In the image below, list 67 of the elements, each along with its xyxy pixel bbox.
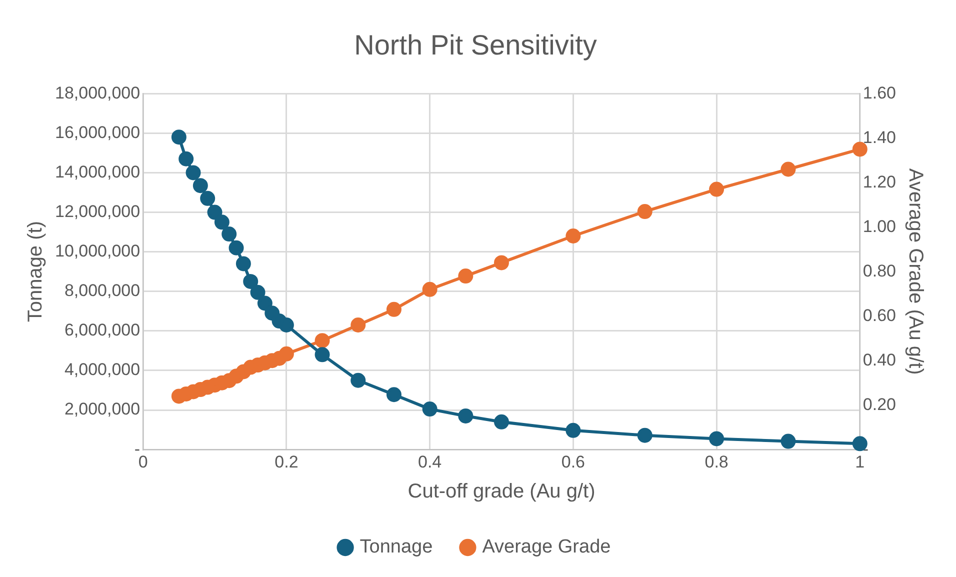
point: [171, 130, 186, 145]
point: [494, 414, 509, 430]
point: [637, 204, 652, 220]
point: [709, 182, 724, 197]
point: [228, 240, 244, 256]
x-tick-label: 0.2: [274, 452, 298, 472]
y-tick-label: 6,000,000: [64, 320, 140, 340]
point: [314, 333, 330, 348]
point: [780, 434, 796, 449]
x-tick-label: 0: [138, 452, 148, 472]
y-tick-label: 16,000,000: [54, 122, 140, 142]
point: [186, 165, 201, 180]
y2-tick-label: 1.00: [862, 216, 896, 236]
y2-tick-label: 0.60: [862, 306, 896, 325]
y2-tick-label: 0.20: [862, 394, 896, 414]
point: [178, 151, 194, 166]
y-tick-label: 8,000,000: [64, 281, 140, 300]
y-tick-label: 12,000,000: [54, 202, 140, 221]
x-axis-title: Cut-off grade (Au g/t): [408, 480, 596, 503]
point: [243, 274, 258, 289]
point: [852, 436, 868, 452]
y2-tick-label: 0.80: [862, 261, 896, 280]
point: [386, 387, 402, 402]
point: [458, 268, 474, 284]
point: [494, 255, 509, 270]
y-tick-label: 2,000,000: [64, 400, 140, 419]
point: [422, 282, 438, 297]
point: [314, 347, 330, 362]
point: [566, 228, 581, 244]
point: [780, 162, 796, 177]
point: [207, 204, 222, 220]
point: [214, 214, 230, 230]
y-axis-title: Tonnage (t): [24, 221, 47, 322]
point: [350, 318, 366, 332]
x-tick-label: 1: [855, 452, 865, 472]
point: [236, 256, 251, 272]
point: [386, 302, 402, 317]
y2-tick-label: 1.20: [862, 172, 896, 192]
point: [278, 346, 294, 362]
point: [278, 318, 294, 332]
y2-axis-title: Average Grade (Au g/t): [904, 168, 926, 375]
y-tick-label: 18,000,000: [54, 83, 140, 102]
y2-tick-label: 0.40: [862, 350, 896, 370]
point: [192, 178, 208, 194]
chart-title: North Pit Sensitivity: [354, 30, 597, 61]
x-tick-label: 0.8: [704, 452, 728, 472]
point: [422, 402, 438, 417]
point: [350, 372, 366, 388]
point: [250, 284, 266, 300]
legend-label: Average Grade: [482, 536, 611, 558]
x-tick-label: 0.4: [418, 452, 442, 472]
point: [257, 296, 272, 311]
point: [458, 408, 474, 424]
point: [709, 431, 724, 446]
legend-label: Tonnage: [360, 536, 433, 558]
point: [637, 428, 652, 443]
point: [200, 190, 216, 206]
y-tick-label: 10,000,000: [54, 242, 140, 261]
point: [852, 142, 868, 157]
y2-tick-label: 1.40: [862, 128, 896, 147]
x-tick-label: 0.6: [561, 452, 585, 472]
y-tick-label: 4,000,000: [64, 360, 140, 380]
y-tick-label: -: [134, 439, 140, 458]
y2-tick-label: 1.60: [862, 83, 896, 102]
point: [222, 226, 237, 242]
y-tick-label: 14,000,000: [54, 162, 140, 182]
point: [566, 422, 581, 438]
